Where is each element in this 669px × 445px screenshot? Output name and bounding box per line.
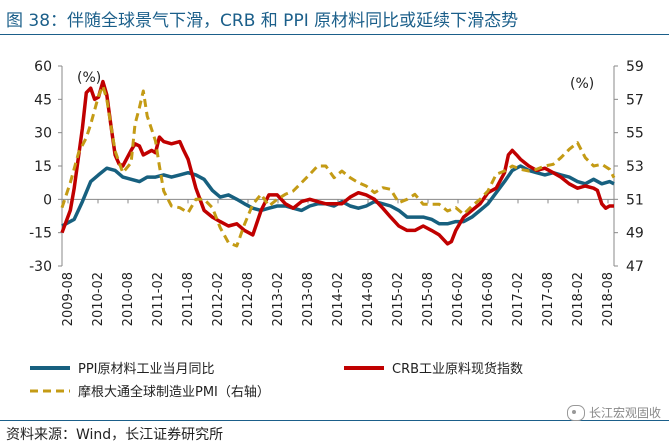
watermark-text: 长江宏观固收 (588, 406, 661, 420)
series-group (60, 79, 616, 248)
source-note: 资料来源：Wind，长江证券研究所 (6, 427, 224, 443)
chart-title: 图 38：伴随全球景气下滑，CRB 和 PPI 原材料同比或延续下滑态势 (6, 11, 519, 31)
x-tick-label: 2010-08 (121, 272, 136, 326)
right-tick-label: 59 (626, 59, 644, 75)
left-tick-label: 60 (34, 59, 52, 75)
right-tick-label: 53 (626, 159, 644, 175)
left-tick-label: 15 (34, 159, 52, 175)
legend-label-ppi: PPI原材料工业当月同比 (78, 362, 215, 377)
x-tick-label: 2015-08 (421, 272, 436, 326)
chart-svg: 60 45 30 15 0 -15 -30 59 57 55 53 51 49 47 2009-08 201… (29, 59, 644, 400)
x-tick-label: 2015-02 (391, 272, 406, 326)
right-tick-label: 57 (626, 92, 644, 108)
x-tick-label: 2016-02 (451, 272, 466, 326)
x-tick-label: 2016-08 (481, 272, 496, 326)
legend-label-pmi: 摩根大通全球制造业PMI（右轴） (78, 384, 270, 400)
x-tick-labels: 2009-08 2010-02 2010-08 2011-02 2011-08 2012-… (61, 272, 616, 326)
axes-group: 60 45 30 15 0 -15 -30 59 57 55 53 51 49 47 (29, 59, 644, 275)
x-tick-label: 2011-02 (151, 272, 166, 326)
x-tick-label: 2017-02 (511, 272, 526, 326)
series-line-1 (60, 79, 614, 246)
x-tick-label: 2009-08 (61, 272, 76, 326)
wechat-icon (566, 404, 585, 421)
x-tick-label: 2012-02 (211, 272, 226, 326)
left-tick-label: 0 (43, 192, 52, 208)
x-tick-label: 2018-08 (601, 272, 616, 326)
legend-label-crb: CRB工业原料现货指数 (392, 361, 523, 377)
right-unit-label: (%) (570, 76, 594, 92)
source-rule (0, 420, 669, 421)
x-tick-label: 2013-02 (271, 272, 286, 326)
watermark: 长江宏观固收 (566, 404, 661, 421)
left-tick-label: -15 (29, 226, 52, 242)
series-line-2 (60, 84, 616, 248)
left-unit-label: (%) (77, 70, 101, 86)
x-tick-label: 2014-02 (331, 272, 346, 326)
left-tick-label: -30 (29, 259, 52, 275)
x-tick-label: 2012-08 (241, 272, 256, 326)
legend: PPI原材料工业当月同比 CRB工业原料现货指数 摩根大通全球制造业PMI（右轴… (30, 361, 523, 400)
left-tick-label: 45 (34, 92, 52, 108)
right-tick-label: 55 (626, 126, 644, 142)
x-tick-label: 2013-08 (301, 272, 316, 326)
x-tick-label: 2018-02 (571, 272, 586, 326)
x-tick-label: 2010-02 (91, 272, 106, 326)
right-tick-label: 51 (626, 192, 644, 208)
left-tick-label: 30 (34, 126, 52, 142)
x-tick-label: 2017-08 (541, 272, 556, 326)
x-tick-label: 2014-08 (361, 272, 376, 326)
title-rule (0, 34, 669, 35)
right-tick-label: 47 (626, 259, 644, 275)
series-line-0 (61, 164, 615, 228)
right-tick-label: 49 (626, 226, 644, 242)
x-tick-label: 2011-08 (181, 272, 196, 326)
